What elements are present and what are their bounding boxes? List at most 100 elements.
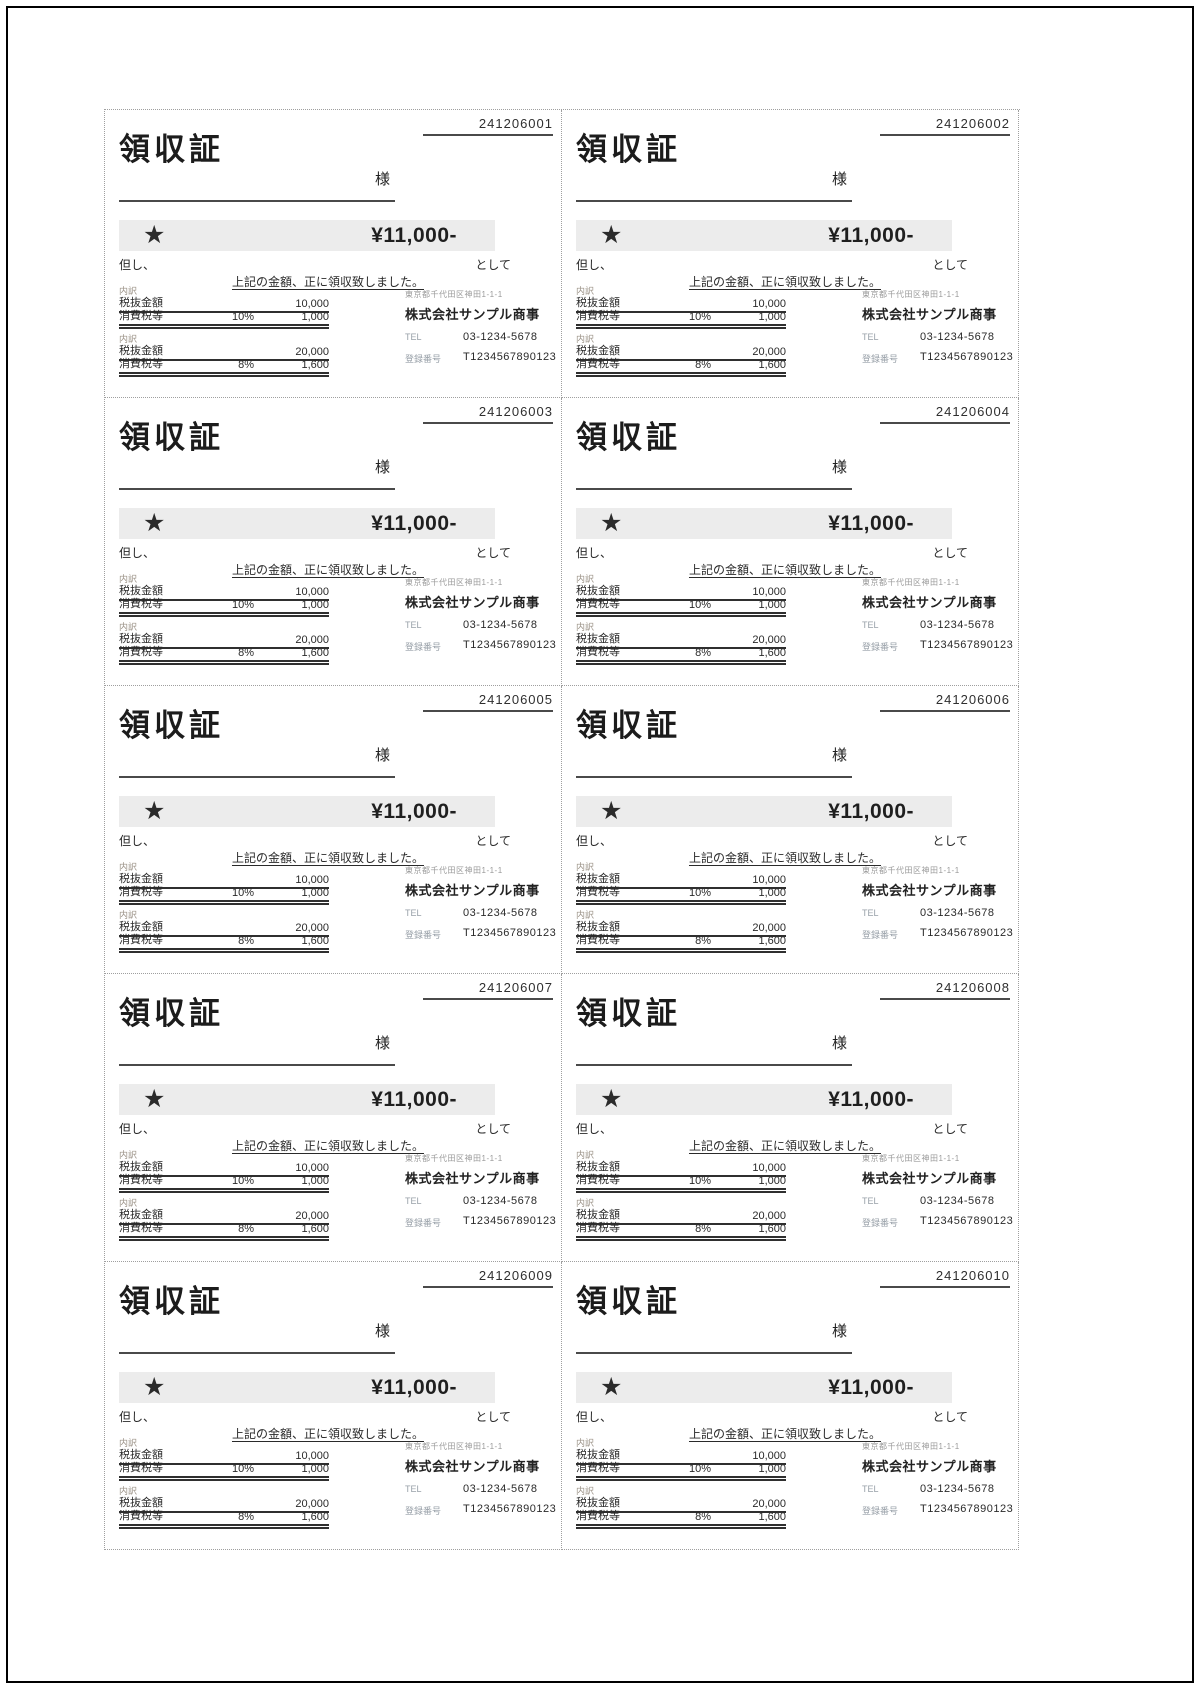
tax-breakdown: 内訳 税抜金額 10,000 消費税等 10% 1,000 内訳 税抜金額 20… xyxy=(576,1150,786,1241)
issuer-tel-row: TEL 03-1234-5678 xyxy=(405,1483,559,1495)
receipt-title: 領収証 xyxy=(576,708,681,743)
row-amount: 1,600 xyxy=(758,1223,786,1235)
issuer-company-name: 株式会社サンプル商事 xyxy=(405,883,540,898)
row-label: 税抜金額 xyxy=(119,921,163,933)
table-row: 消費税等 8% 1,600 xyxy=(119,934,329,953)
receipt-card: 241206010 領収証 様 ★ ¥11,000- 但し、 として 上記の金額… xyxy=(562,1262,1019,1550)
receipt-card: 241206009 領収証 様 ★ ¥11,000- 但し、 として 上記の金額… xyxy=(105,1262,562,1550)
row-label: 税抜金額 xyxy=(119,1161,163,1173)
row-amount: 1,000 xyxy=(301,887,329,899)
table-row: 消費税等 10% 1,000 xyxy=(119,310,329,329)
tel-value: 03-1234-5678 xyxy=(463,331,538,343)
tel-label: TEL xyxy=(405,332,422,342)
issuer-registration-row: 登録番号 T1234567890123 xyxy=(405,1215,559,1229)
table-row: 消費税等 8% 1,600 xyxy=(576,1510,786,1529)
row-amount: 20,000 xyxy=(295,634,329,646)
table-row: 消費税等 8% 1,600 xyxy=(119,1222,329,1241)
row-label: 税抜金額 xyxy=(119,297,163,309)
addressee-honorific: 様 xyxy=(375,747,391,764)
row-label: 消費税等 xyxy=(576,1462,620,1474)
row-rate: 8% xyxy=(695,935,711,947)
proviso-label: 但し、 xyxy=(119,1122,156,1136)
amount-value: ¥11,000- xyxy=(828,223,914,247)
row-amount: 1,600 xyxy=(301,1511,329,1523)
table-row: 税抜金額 10,000 xyxy=(576,873,786,889)
receipt-card: 241206008 領収証 様 ★ ¥11,000- 但し、 として 上記の金額… xyxy=(562,974,1019,1262)
issuer-company-name: 株式会社サンプル商事 xyxy=(862,883,997,898)
proviso-label: 但し、 xyxy=(576,546,613,560)
as-label: として xyxy=(932,546,968,560)
as-label: として xyxy=(475,546,511,560)
tax-breakdown: 内訳 税抜金額 10,000 消費税等 10% 1,000 内訳 税抜金額 20… xyxy=(119,862,329,953)
row-amount: 1,000 xyxy=(758,1175,786,1187)
breakdown-label: 内訳 xyxy=(119,1198,138,1208)
receipt-title: 領収証 xyxy=(119,132,224,167)
table-row: 税抜金額 20,000 xyxy=(119,345,329,361)
tax-breakdown: 内訳 税抜金額 10,000 消費税等 10% 1,000 内訳 税抜金額 20… xyxy=(576,286,786,377)
tax-breakdown: 内訳 税抜金額 10,000 消費税等 10% 1,000 内訳 税抜金額 20… xyxy=(119,1150,329,1241)
registration-label: 登録番号 xyxy=(405,642,442,652)
row-label: 税抜金額 xyxy=(576,1161,620,1173)
amount-value: ¥11,000- xyxy=(371,1375,457,1399)
row-rate: 8% xyxy=(238,359,254,371)
row-rate: 10% xyxy=(231,599,254,611)
tel-value: 03-1234-5678 xyxy=(463,1483,538,1495)
issuer-address: 東京都千代田区神田1-1-1 xyxy=(862,578,960,587)
amount-band: ★ ¥11,000- xyxy=(119,220,495,251)
amount-band: ★ ¥11,000- xyxy=(576,796,952,827)
issuer-block: 東京都千代田区神田1-1-1 株式会社サンプル商事 TEL 03-1234-56… xyxy=(405,1153,559,1229)
as-label: として xyxy=(932,1122,968,1136)
issuer-registration-row: 登録番号 T1234567890123 xyxy=(405,1503,559,1517)
row-amount: 10,000 xyxy=(295,298,329,310)
receipt-serial: 241206005 xyxy=(423,692,553,712)
row-rate: 8% xyxy=(238,1223,254,1235)
addressee-honorific: 様 xyxy=(375,1035,391,1052)
row-label: 消費税等 xyxy=(119,358,163,370)
receipt-card: 241206002 領収証 様 ★ ¥11,000- 但し、 として 上記の金額… xyxy=(562,110,1019,398)
row-label: 税抜金額 xyxy=(576,873,620,885)
row-label: 消費税等 xyxy=(576,1174,620,1186)
receipt-card: 241206004 領収証 様 ★ ¥11,000- 但し、 として 上記の金額… xyxy=(562,398,1019,686)
table-row: 税抜金額 10,000 xyxy=(576,1161,786,1177)
addressee-name-line xyxy=(576,182,852,202)
issuer-registration-row: 登録番号 T1234567890123 xyxy=(862,639,1016,653)
issuer-block: 東京都千代田区神田1-1-1 株式会社サンプル商事 TEL 03-1234-56… xyxy=(862,289,1016,365)
issuer-registration-row: 登録番号 T1234567890123 xyxy=(405,639,559,653)
addressee-name-line xyxy=(576,1334,852,1354)
issuer-address: 東京都千代田区神田1-1-1 xyxy=(405,1154,503,1163)
row-label: 消費税等 xyxy=(119,1174,163,1186)
addressee-honorific: 様 xyxy=(375,459,391,476)
row-rate: 8% xyxy=(695,359,711,371)
row-amount: 1,600 xyxy=(301,359,329,371)
row-amount: 10,000 xyxy=(752,298,786,310)
table-row: 消費税等 10% 1,000 xyxy=(576,598,786,617)
row-rate: 10% xyxy=(688,1463,711,1475)
table-row: 税抜金額 10,000 xyxy=(119,585,329,601)
issuer-tel-row: TEL 03-1234-5678 xyxy=(862,331,1016,343)
amount-band: ★ ¥11,000- xyxy=(576,1372,952,1403)
amount-value: ¥11,000- xyxy=(828,1375,914,1399)
registration-value: T1234567890123 xyxy=(463,351,557,363)
row-amount: 1,600 xyxy=(758,647,786,659)
row-label: 税抜金額 xyxy=(119,1497,163,1509)
receipt-title: 領収証 xyxy=(119,1284,224,1319)
tax-breakdown: 内訳 税抜金額 10,000 消費税等 10% 1,000 内訳 税抜金額 20… xyxy=(119,286,329,377)
receipt-card: 241206003 領収証 様 ★ ¥11,000- 但し、 として 上記の金額… xyxy=(105,398,562,686)
row-label: 消費税等 xyxy=(576,646,620,658)
breakdown-label: 内訳 xyxy=(119,1150,138,1160)
as-label: として xyxy=(932,258,968,272)
registration-label: 登録番号 xyxy=(862,354,899,364)
issuer-registration-row: 登録番号 T1234567890123 xyxy=(862,927,1016,941)
row-label: 税抜金額 xyxy=(576,1449,620,1461)
row-label: 消費税等 xyxy=(576,886,620,898)
receipt-serial: 241206002 xyxy=(880,116,1010,136)
breakdown-label: 内訳 xyxy=(119,862,138,872)
issuer-company-name: 株式会社サンプル商事 xyxy=(862,1171,997,1186)
addressee-honorific: 様 xyxy=(832,1323,848,1340)
amount-value: ¥11,000- xyxy=(828,799,914,823)
receipt-title: 領収証 xyxy=(576,132,681,167)
receipt-serial: 241206004 xyxy=(880,404,1010,424)
table-row: 税抜金額 20,000 xyxy=(119,1209,329,1225)
amount-value: ¥11,000- xyxy=(371,511,457,535)
amount-value: ¥11,000- xyxy=(371,1087,457,1111)
